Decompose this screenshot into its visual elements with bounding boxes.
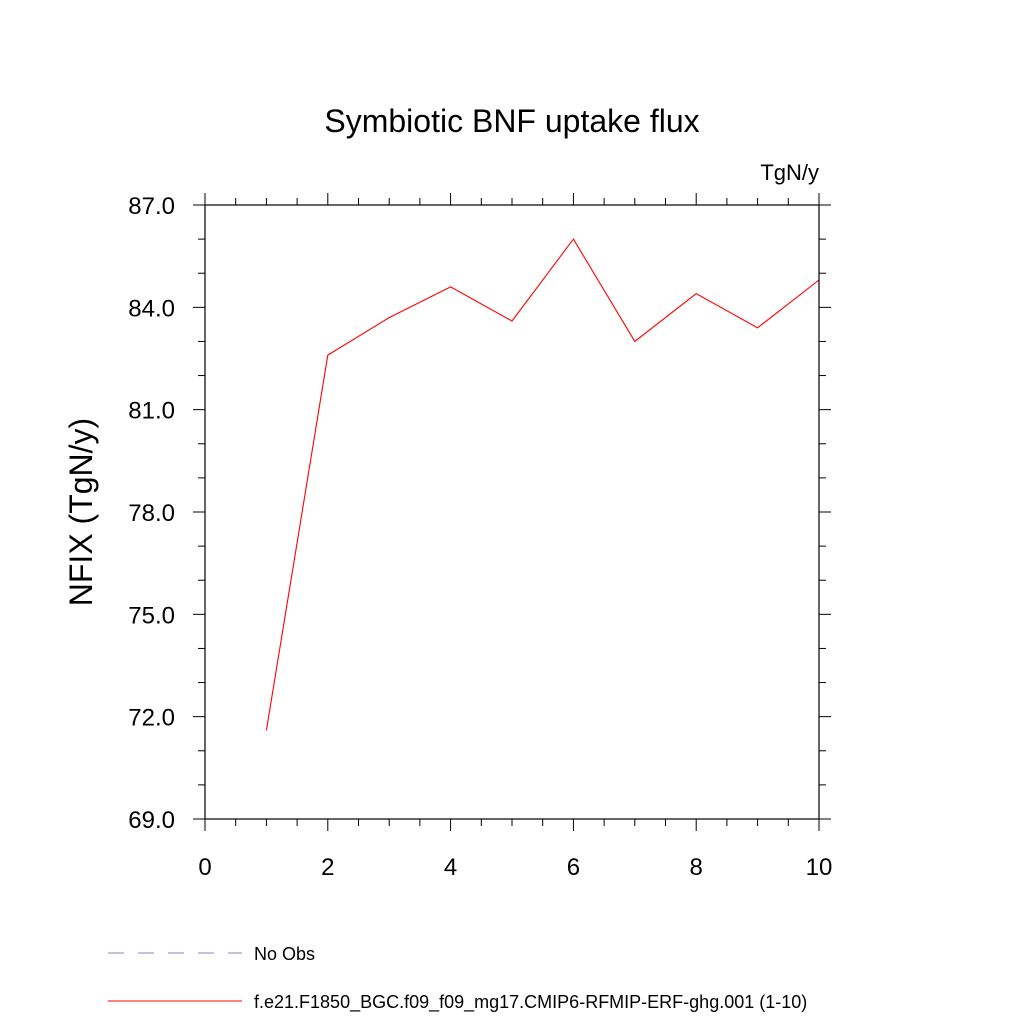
x-tick-label: 4	[444, 854, 457, 881]
y-tick-label: 81.0	[128, 398, 175, 425]
y-tick-label: 78.0	[128, 500, 175, 527]
x-tick-label: 6	[567, 854, 580, 881]
y-tick-label: 87.0	[128, 193, 175, 220]
series-line	[265, 238, 820, 731]
x-tick-label: 10	[806, 854, 833, 881]
x-tick-label: 2	[321, 854, 334, 881]
y-axis-ticks: 69.0 72.0 75.0 78.0 81.0 84.0 87.0	[128, 193, 831, 834]
x-axis-ticks: 0 2 4 6 8 10	[198, 193, 832, 881]
legend: No Obs f.e21.F1850_BGC.f09_f09_mg17.CMIP6…	[108, 944, 807, 1013]
y-tick-label: 84.0	[128, 295, 175, 322]
y-axis-label: NFIX (TgN/y)	[63, 418, 99, 606]
y-tick-label: 75.0	[128, 602, 175, 629]
plot-frame	[204, 204, 820, 820]
legend-label: f.e21.F1850_BGC.f09_f09_mg17.CMIP6-RFMIP…	[254, 992, 807, 1013]
legend-label: No Obs	[254, 944, 315, 964]
units-label: TgN/y	[760, 160, 819, 185]
series-layer	[265, 238, 820, 731]
chart-title: Symbiotic BNF uptake flux	[324, 103, 699, 139]
y-tick-label: 69.0	[128, 807, 175, 834]
y-tick-label: 72.0	[128, 705, 175, 732]
x-tick-label: 0	[198, 854, 211, 881]
x-tick-label: 8	[690, 854, 703, 881]
